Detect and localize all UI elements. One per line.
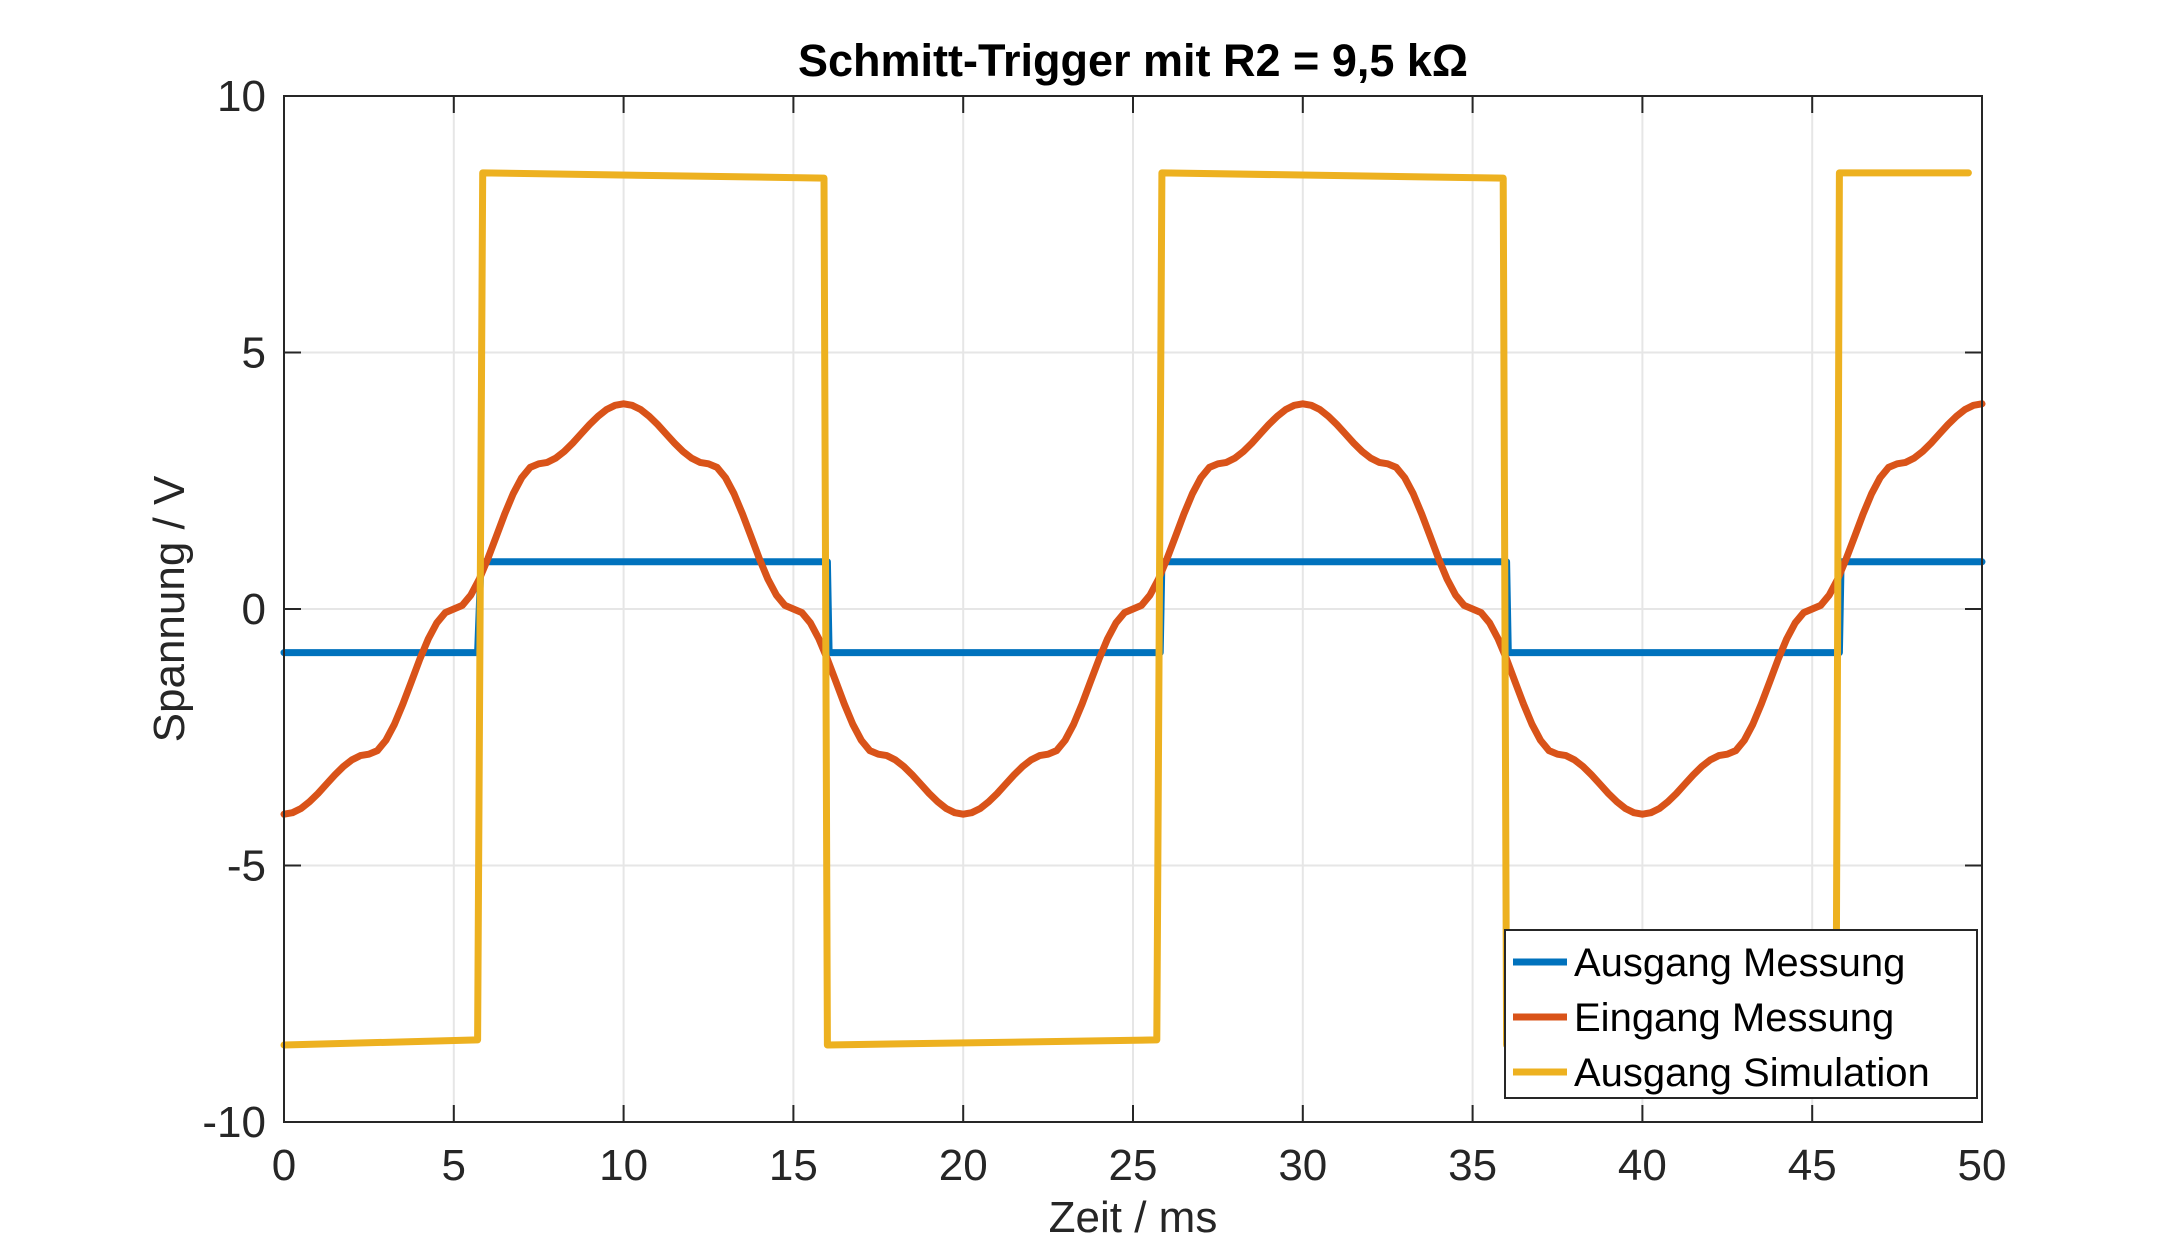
- x-tick-label: 50: [1958, 1141, 2007, 1190]
- y-axis-label: Spannung / V: [145, 475, 194, 742]
- x-tick-label: 30: [1278, 1141, 1327, 1190]
- y-tick-label: 0: [242, 585, 266, 634]
- y-tick-label: 10: [217, 72, 266, 121]
- legend-box: [1504, 929, 1978, 1099]
- x-tick-label: 5: [442, 1141, 466, 1190]
- tick-labels: 0 5 10 15 20 25 30 35 40 45 50 -10 -5 0 5 10: [202, 72, 2006, 1190]
- x-tick-label: 35: [1448, 1141, 1497, 1190]
- ticks: [283, 95, 1983, 1123]
- y-tick-label: 5: [242, 329, 266, 378]
- legend: Ausgang Messung Eingang Messung Ausgang Si…: [1504, 929, 1978, 1099]
- series-line-ausgang-simulation: [280, 169, 1972, 1049]
- x-tick-label: 25: [1109, 1141, 1158, 1190]
- y-tick-label: -10: [202, 1098, 266, 1147]
- legend-label: Ausgang Simulation: [1574, 1051, 1930, 1095]
- x-tick-label: 15: [769, 1141, 818, 1190]
- x-tick-label: 40: [1618, 1141, 1667, 1190]
- legend-label: Eingang Messung: [1574, 996, 1894, 1040]
- series-line-eingang-messung: [280, 400, 1986, 818]
- chart-title: Schmitt-Trigger mit R2 = 9,5 kΩ: [798, 35, 1468, 86]
- x-tick-label: 45: [1788, 1141, 1837, 1190]
- y-tick-label: -5: [227, 842, 266, 891]
- x-tick-label: 10: [599, 1141, 648, 1190]
- x-axis-label: Zeit / ms: [1049, 1193, 1218, 1242]
- legend-label: Ausgang Messung: [1574, 941, 1905, 985]
- series-layer: [280, 169, 1986, 1049]
- x-tick-label: 20: [939, 1141, 988, 1190]
- x-tick-label: 0: [272, 1141, 296, 1190]
